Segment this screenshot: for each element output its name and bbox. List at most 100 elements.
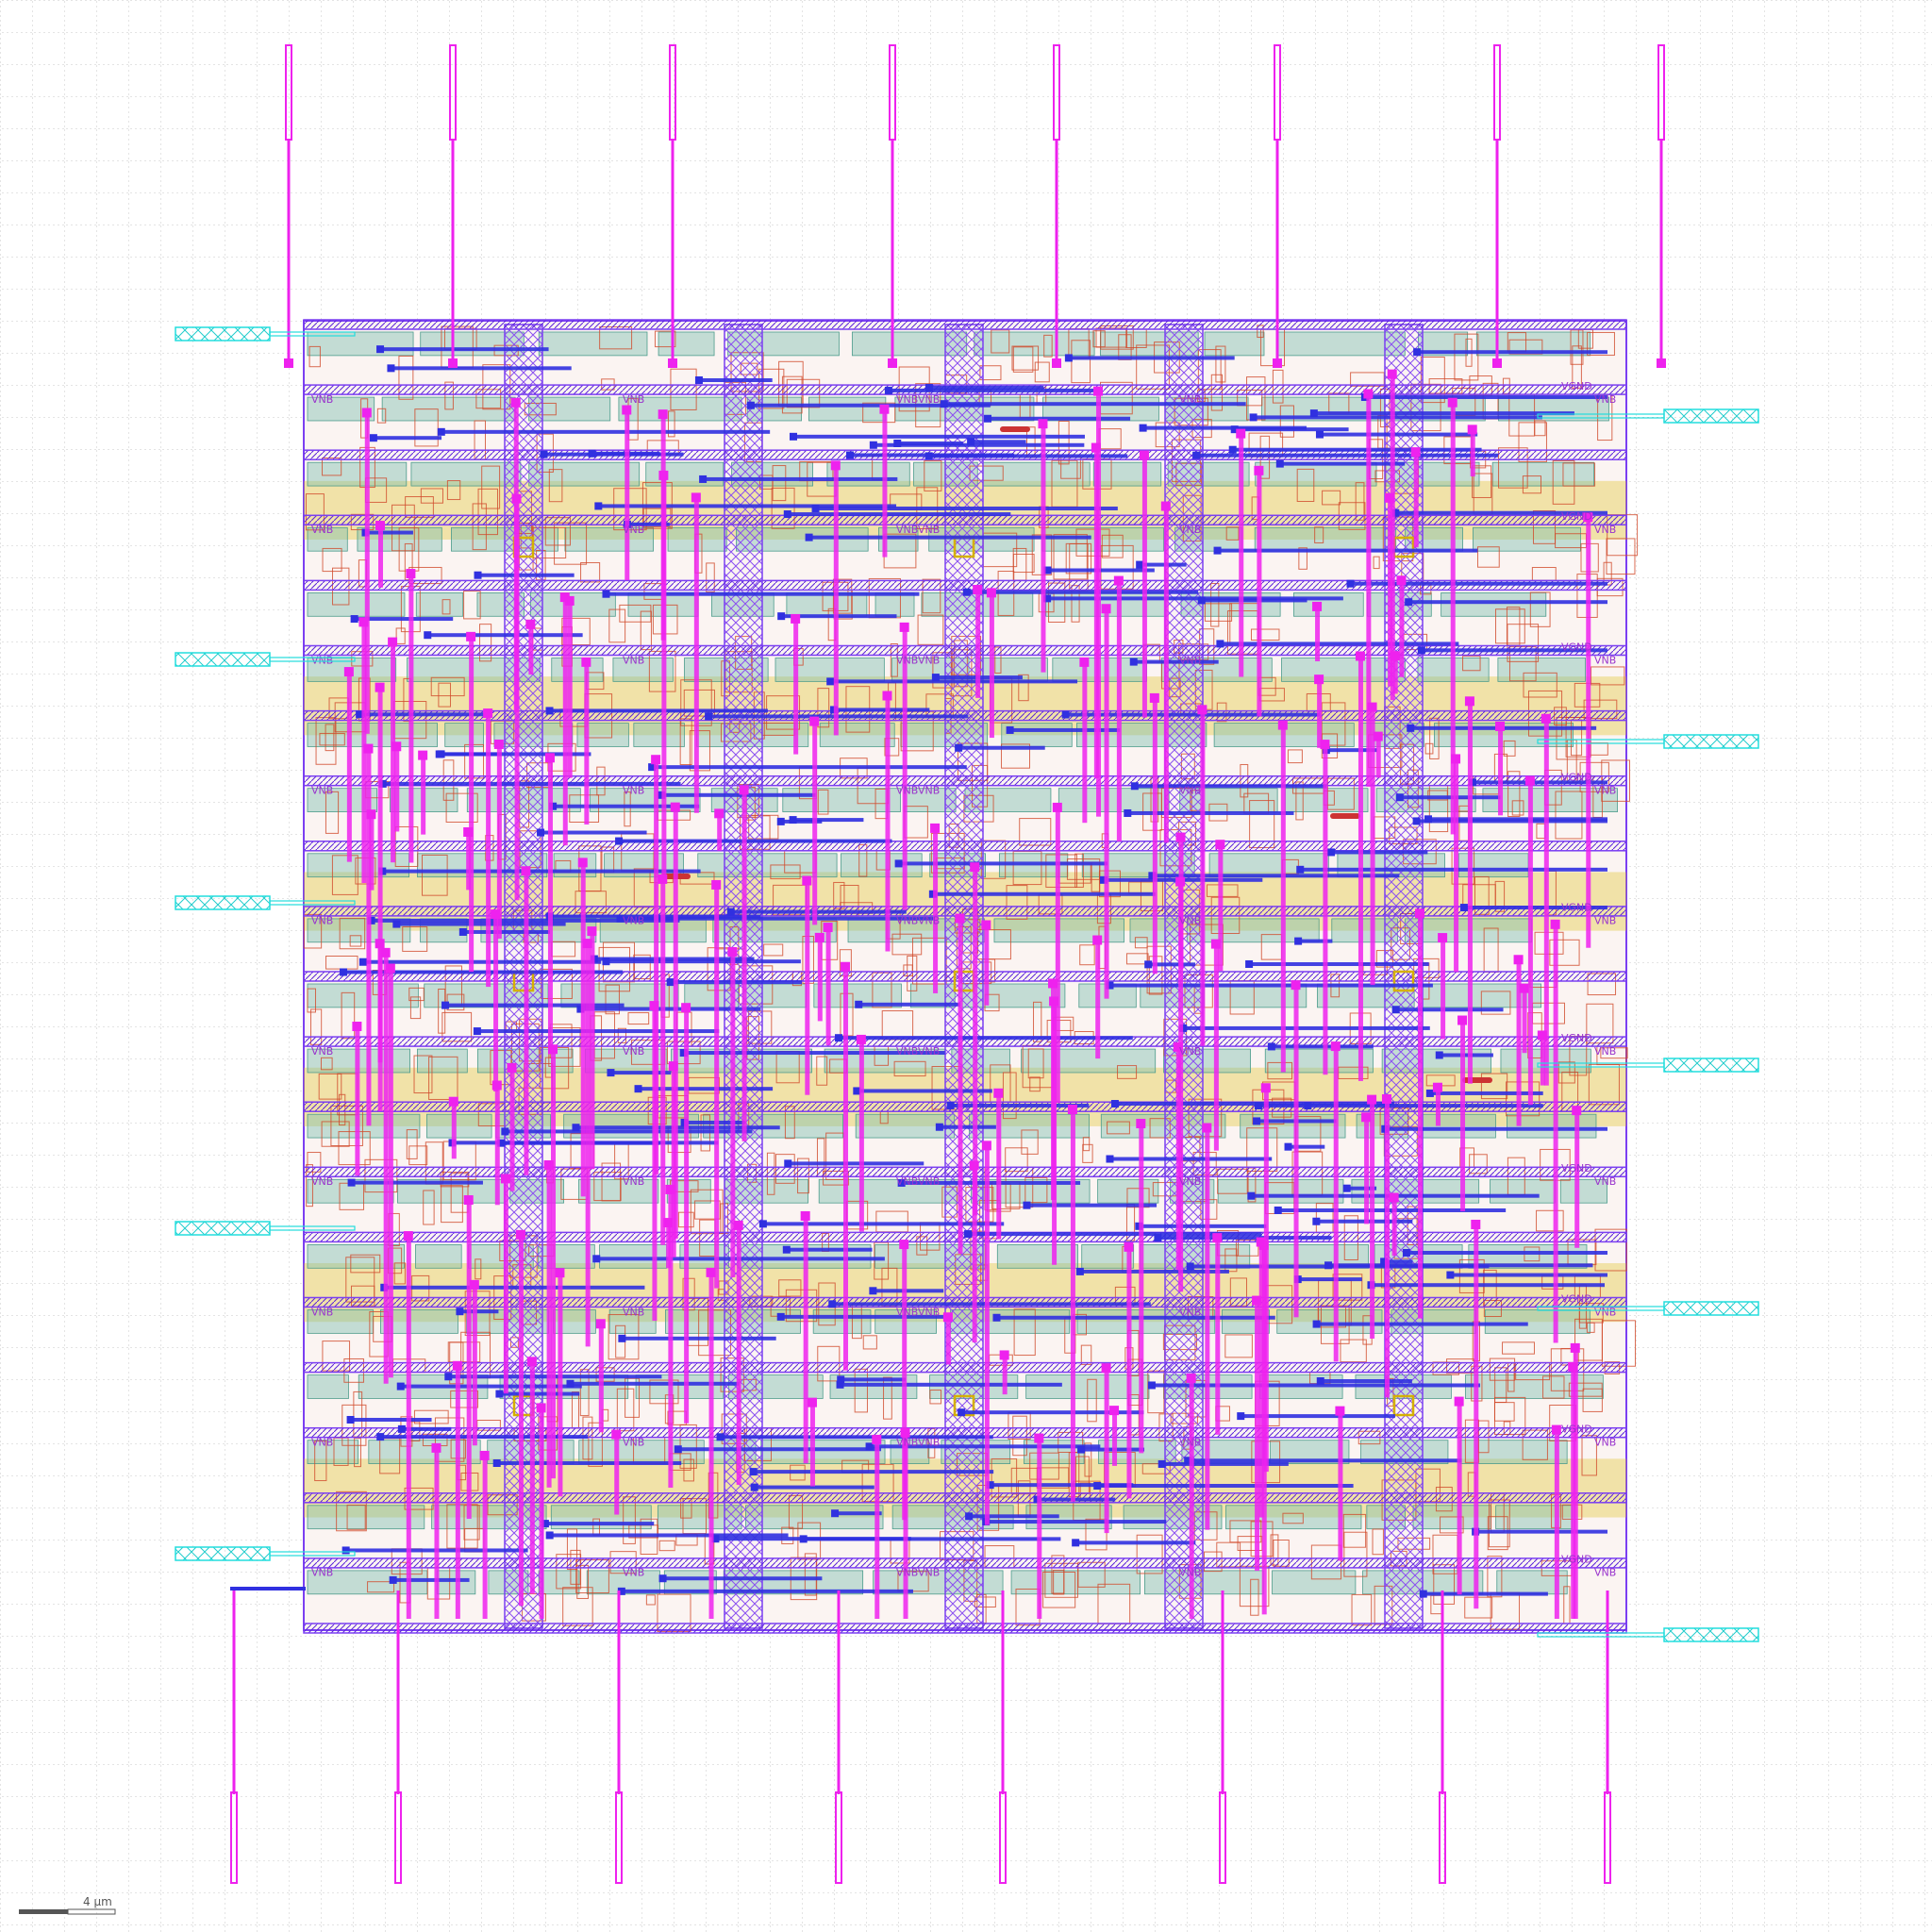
met1-via [1139,424,1147,432]
right-pin-pad [1663,1627,1759,1642]
poly-shape [446,480,461,501]
met1-via [1197,596,1206,605]
met2-wire [708,1270,714,1619]
poly-shape [446,1504,478,1549]
met1-via [540,450,548,458]
right-pin-pad [1663,1058,1759,1073]
met1-wire [791,818,864,823]
met1-via [946,1101,955,1109]
met1-wire [676,1447,882,1452]
met2-via [727,946,738,957]
met2-wire [547,756,553,1055]
met1-wire [621,1336,776,1341]
met1-wire [1151,874,1400,878]
met2-wire [874,1437,880,1619]
met2-wire [509,1065,515,1191]
met1-via [1147,1381,1156,1390]
poly-shape [1001,743,1031,769]
met1-wire [381,781,681,786]
net-label-vnb: VNB [311,1567,333,1579]
met1-via [1312,1320,1321,1328]
met1-via [602,958,610,966]
met2-via [809,716,820,726]
met1-via [1154,1234,1162,1242]
via-stack [1392,1394,1415,1417]
net-label-vnb: VNBVNB [896,1045,940,1058]
met1-via [746,401,755,409]
met1-via [1284,1142,1292,1151]
met2-wire [466,1198,472,1519]
met1-via [576,1005,585,1013]
met1-wire [729,909,907,914]
met1-wire [832,708,930,712]
met1-via [782,1245,791,1254]
poly-shape [413,1409,449,1424]
met2-wire [482,1453,488,1619]
poly-shape [883,1376,892,1420]
met1-via [962,588,971,596]
met2-via [739,785,749,795]
met2-via [802,875,812,886]
met1-via [501,1127,509,1136]
met2-via [1367,702,1377,712]
met2-via [800,1210,810,1221]
met1-via [799,1535,808,1543]
met2-via [555,1268,565,1278]
met2-wire [1213,941,1219,1151]
met2-via [681,1003,691,1013]
met2-wire [817,935,823,1022]
diffusion-region [1507,1113,1597,1139]
met1-wire [1182,1025,1430,1030]
diffusion-region [604,853,684,878]
met1-via [1043,566,1052,575]
top-pin-wire [1659,140,1663,362]
met1-wire [1312,411,1574,416]
met1-via [392,920,401,928]
poly-shape [321,1121,350,1147]
left-pin-wire [269,900,356,906]
met1-via [1237,1412,1245,1421]
met1-via [1435,1051,1443,1059]
met1-wire [342,970,623,974]
diffusion-region [415,1244,462,1269]
met1-wire [987,416,1131,421]
local-interconnect [1462,1077,1492,1083]
met1-wire [1384,1126,1607,1131]
met2-wire [1215,1236,1221,1435]
met1-wire [749,403,991,408]
top-pin-via [284,358,293,368]
met2-via [463,826,474,837]
right-pin-wire [1537,1062,1665,1068]
met1-wire [1025,1203,1158,1208]
poly-shape [477,488,498,536]
met1-wire [1113,1102,1395,1107]
poly-shape [450,1390,479,1408]
met1-via [1267,1042,1275,1051]
poly-shape [1321,702,1346,746]
met1-via [1075,1267,1084,1275]
poly-shape [350,1254,381,1274]
poly-shape [1534,931,1564,955]
met2-via [663,1218,674,1228]
met2-via [1551,1424,1561,1435]
scale-bar-line [19,1909,68,1914]
met2-wire [388,966,393,1378]
met1-wire [1474,1529,1607,1534]
met2-wire [1441,936,1446,1040]
poly-shape [1250,1578,1259,1616]
met1-via [572,1124,580,1132]
met1-via [853,1087,861,1095]
met2-via [986,588,996,598]
poly-shape [331,855,358,895]
net-label-vnb: VNBVNB [896,785,940,797]
top-pin-wire [1495,140,1499,362]
met2-via [879,404,890,414]
met1-via [831,1509,840,1518]
net-label-vnb: VNBVNB [896,1175,940,1188]
met2-via [658,409,668,420]
met2-wire [1178,879,1184,1292]
met2-wire [1390,372,1395,701]
met2-wire [1104,1366,1109,1534]
met1-wire [697,378,773,383]
diffusion-region [974,331,1095,357]
